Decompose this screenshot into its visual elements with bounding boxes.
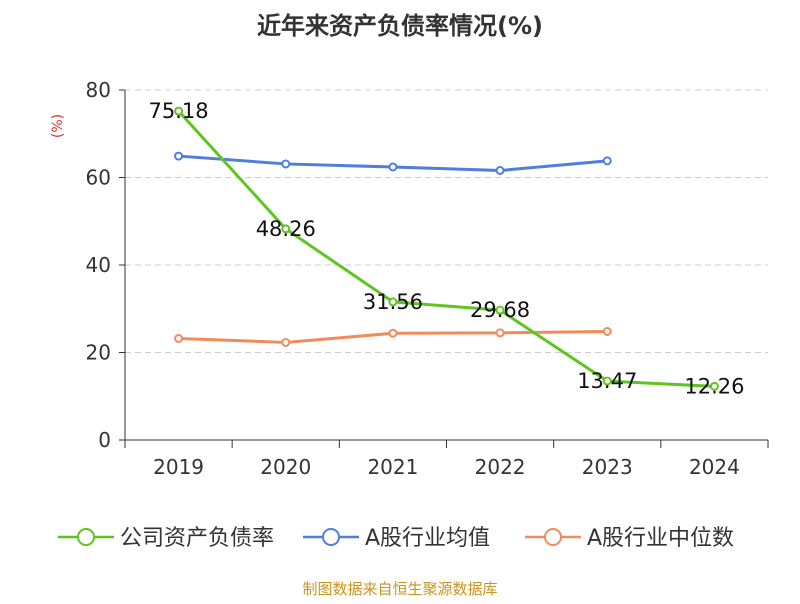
data-point xyxy=(281,337,291,347)
x-tick-label: 2023 xyxy=(582,455,633,479)
y-axis-label: (%) xyxy=(50,114,66,138)
data-point xyxy=(281,224,291,234)
x-tick-label: 2019 xyxy=(153,455,204,479)
series-line xyxy=(177,110,715,388)
legend-marker xyxy=(544,528,562,546)
data-point xyxy=(174,151,184,161)
legend-label: 公司资产负债率 xyxy=(120,526,274,551)
axes: 0 20 40 60 80 2019 2020 2021 2022 2023 2024 xyxy=(86,78,769,479)
data-label: 12.26 xyxy=(684,374,744,398)
y-tick-label: 0 xyxy=(98,428,111,452)
legend-marker xyxy=(322,528,340,546)
data-point xyxy=(495,166,505,175)
legend-label: A股行业中位数 xyxy=(587,526,734,551)
series-lines xyxy=(174,106,719,391)
data-labels: 75.18 48.26 31.56 29.68 13.47 12.26 xyxy=(149,99,745,398)
chart-title: 近年来资产负债率情况(%) xyxy=(257,12,543,40)
x-tick-label: 2021 xyxy=(367,455,418,479)
data-point xyxy=(174,334,184,343)
data-label: 48.26 xyxy=(256,217,316,241)
data-point xyxy=(174,106,184,116)
legend-label: A股行业均值 xyxy=(365,526,490,551)
data-point xyxy=(602,327,612,336)
data-point xyxy=(388,297,398,307)
source-note: 制图数据来自恒生聚源数据库 xyxy=(302,580,497,598)
data-label: 75.18 xyxy=(149,99,209,123)
y-tick-label: 20 xyxy=(86,341,111,365)
data-point xyxy=(388,162,398,172)
grid-lines xyxy=(125,89,768,353)
y-tick-label: 40 xyxy=(86,253,111,277)
y-tick-label: 60 xyxy=(86,166,111,190)
data-point xyxy=(388,328,398,338)
data-label: 31.56 xyxy=(363,290,423,314)
data-label: 29.68 xyxy=(470,298,530,322)
data-point xyxy=(602,156,612,166)
data-point xyxy=(281,159,291,169)
y-tick-label: 80 xyxy=(86,78,111,102)
x-tick-label: 2022 xyxy=(475,455,526,479)
legend-marker xyxy=(77,528,95,546)
data-point xyxy=(709,381,719,391)
data-point xyxy=(495,305,505,315)
data-label: 13.47 xyxy=(577,369,637,393)
data-point xyxy=(602,376,612,386)
legend: 公司资产负债率 A股行业均值 A股行业中位数 xyxy=(58,526,734,551)
data-point xyxy=(495,328,505,338)
x-tick-label: 2020 xyxy=(260,455,311,479)
x-tick-label: 2024 xyxy=(689,455,740,479)
